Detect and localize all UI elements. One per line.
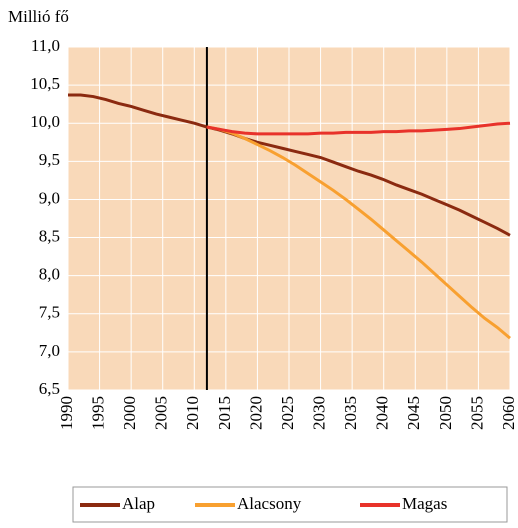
legend-label: Alacsony (237, 494, 302, 513)
y-tick-label: 10,0 (30, 112, 60, 131)
y-tick-label: 9,5 (39, 150, 60, 169)
y-tick-label: 7,5 (39, 303, 60, 322)
y-tick-label: 6,5 (39, 379, 60, 398)
x-tick-label: 2030 (309, 396, 328, 430)
line-series (206, 121, 511, 136)
y-tick-label: 11,0 (31, 36, 60, 55)
x-tick-label: 2050 (436, 396, 455, 430)
x-tick-label: 2025 (278, 396, 297, 430)
line-series (206, 125, 511, 340)
y-axis-title: Millió fő (8, 7, 69, 26)
legend-label: Alap (122, 494, 155, 513)
x-tick-label: 2005 (152, 396, 171, 430)
x-tick-label: 2040 (373, 396, 392, 430)
y-tick-label: 8,5 (39, 226, 60, 245)
x-tick-label: 2035 (341, 396, 360, 430)
x-tick-label: 2000 (120, 396, 139, 430)
y-tick-label: 9,0 (39, 188, 60, 207)
y-tick-label: 7,0 (39, 341, 60, 360)
y-tick-label: 10,5 (30, 74, 60, 93)
x-tick-label: 1990 (57, 396, 76, 430)
legend-label: Magas (402, 494, 447, 513)
y-tick-label: 8,0 (39, 265, 60, 284)
x-tick-label: 2055 (467, 396, 486, 430)
legend-box (72, 486, 508, 523)
x-tick-label: 2045 (404, 396, 423, 430)
x-tick-label: 2015 (215, 396, 234, 430)
x-tick-label: 1995 (88, 396, 107, 430)
line-series (68, 93, 511, 237)
x-tick-label: 2060 (499, 396, 518, 430)
x-tick-label: 2020 (246, 396, 265, 430)
x-tick-label: 2010 (183, 396, 202, 430)
